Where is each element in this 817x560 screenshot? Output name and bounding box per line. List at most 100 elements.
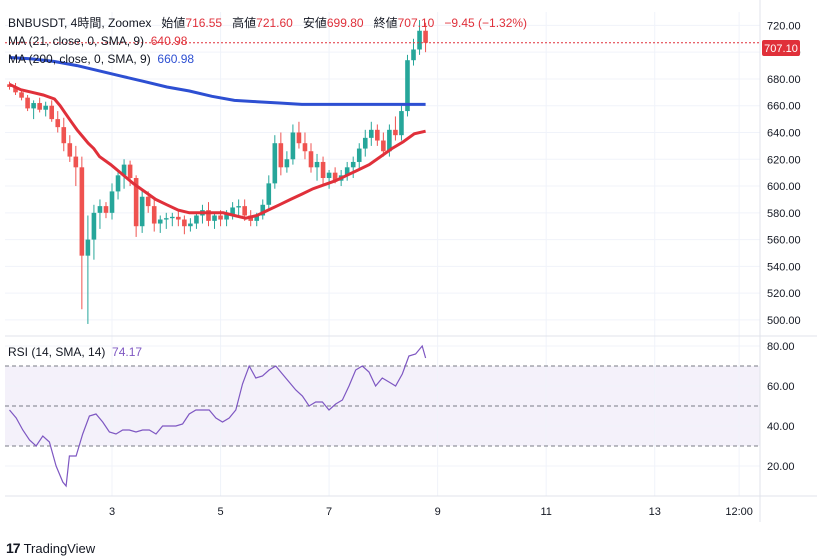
rsi-legend[interactable]: RSI (14, SMA, 14) 74.17 [8,345,142,360]
open-value: 716.55 [185,16,223,30]
tradingview-logo-icon: 17 [6,540,21,556]
candle [278,132,284,176]
rsi-tick-label: 20.00 [767,461,795,473]
candle-body [188,223,193,227]
price-tick-label: 620.00 [767,154,801,166]
price-tick-label: 540.00 [767,261,801,273]
candle-body [260,204,266,216]
candle-body [362,137,368,149]
candle-body [151,206,157,224]
candle-body [381,140,386,152]
candle [19,89,24,101]
ma21-value: 640.98 [150,34,188,48]
time-tick-label: 12:00 [725,506,753,518]
candle [157,215,163,233]
candle [91,204,97,260]
price-tick-label: 640.00 [767,127,801,139]
candle-body [242,206,247,216]
candle [151,199,157,232]
candle [43,101,48,117]
rsi-tick-label: 60.00 [767,381,795,393]
price-tag: 707.10 [762,40,800,56]
candle-body [182,219,187,227]
candle [393,116,398,141]
time-axis-ticks: 3 5 7 9 11 13 12:00 [109,506,753,518]
candle-body [332,172,338,181]
time-tick-label: 7 [326,506,332,518]
candle [31,100,36,120]
candle-body [170,216,175,219]
candle-body [411,49,416,61]
time-tick-label: 11 [540,506,551,518]
change-value: −9.45 (−1.32%) [444,16,528,30]
candle-body [157,219,163,224]
candle [290,124,296,165]
low-value: 699.80 [326,16,364,30]
candle [170,212,175,227]
candle [356,143,362,170]
candle-body [236,206,241,208]
candle-body [61,127,67,144]
ma200-legend[interactable]: MA (200, close, 0, SMA, 9) 660.98 [8,52,194,67]
price-tick-label: 560.00 [767,235,801,247]
candle-body [103,206,109,213]
candle-body [296,132,302,144]
candle-body [85,239,91,256]
candle-body [369,129,374,138]
candle-body [43,105,48,110]
candle [405,54,410,117]
candle [381,132,386,157]
candle [109,183,115,220]
candle-body [350,161,356,168]
candle [115,169,121,200]
candle-body [115,175,121,192]
candle [13,82,18,96]
symbol-line[interactable]: BNBUSDT, 4時間, Zoomex [8,16,152,30]
rsi-axis-ticks: 20.00 40.00 60.00 80.00 [767,341,795,473]
candle [284,151,290,173]
price-tick-label: 520.00 [767,288,801,300]
ma200-label: MA (200, close, 0, SMA, 9) [8,52,151,66]
rsi-tick-label: 80.00 [767,341,795,353]
high-value: 721.60 [256,16,293,30]
candle-body [356,148,362,162]
rsi-value: 74.17 [112,345,143,359]
candle-body [13,86,18,93]
candle [139,188,145,233]
price-tick-label: 720.00 [767,20,801,32]
candle [320,156,326,187]
ma21-legend[interactable]: MA (21, close, 0, SMA, 9) 640.98 [8,34,187,49]
candle [25,95,30,112]
candle [375,124,380,146]
time-tick-label: 9 [435,506,441,518]
open-label: 始値 [161,16,186,30]
candle [236,199,241,216]
price-tick-label: 680.00 [767,74,801,86]
candle [308,143,314,173]
candle [182,215,187,235]
candle-body [254,215,260,221]
close-value: 707.10 [397,16,435,30]
candle [67,135,73,162]
grid-lines [5,12,760,496]
candle [61,117,67,152]
ma21-line [8,82,426,220]
candle [37,97,42,113]
candle-body [393,129,398,136]
candle-body [308,151,314,168]
candle [369,121,374,146]
candle-body [326,172,332,179]
candle-body [55,119,61,128]
candle-body [206,210,211,221]
candle-body [423,30,428,43]
candle-body [133,178,139,227]
price-tick-label: 500.00 [767,315,801,327]
candle [423,22,428,53]
candle-body [212,215,217,221]
candle-body [176,216,181,220]
axes [5,0,817,522]
price-axis-ticks: 500.00 520.00 540.00 560.00 580.00 600.00 620.… [767,20,801,327]
tradingview-logo[interactable]: 17 TradingView [6,540,95,556]
candle-body [266,183,272,205]
